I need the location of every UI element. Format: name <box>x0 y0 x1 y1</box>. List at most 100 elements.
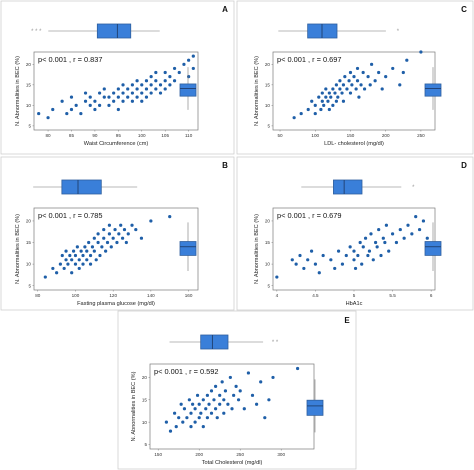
scatter-point <box>391 66 395 71</box>
x-tick-label: 200 <box>195 452 203 457</box>
y-tick-label: 5 <box>144 442 147 447</box>
scatter-point <box>139 236 144 240</box>
scatter-point <box>205 416 209 420</box>
y-tick-label: 10 <box>265 103 271 108</box>
plot-area <box>149 363 315 450</box>
scatter-point <box>58 262 62 266</box>
scatter-point <box>218 393 222 397</box>
scatter-point <box>154 79 158 83</box>
scatter-point <box>394 240 399 245</box>
scatter-point <box>331 103 335 107</box>
scatter-point <box>96 240 100 245</box>
scatter-point <box>66 262 70 266</box>
x-tick-label: 250 <box>236 452 244 457</box>
top-boxplot-box <box>333 179 363 195</box>
x-axis-label: Waist Circumference (cm) <box>84 141 149 147</box>
side-boxplot-box <box>179 241 197 256</box>
scatter-point <box>421 219 426 223</box>
scatter-point <box>154 70 158 75</box>
scatter-point <box>187 58 191 62</box>
scatter-point <box>377 70 381 75</box>
scatter-point <box>62 266 66 271</box>
y-axis-label: N. Abnormalities in BEC (%) <box>15 56 21 126</box>
scatter-point <box>104 249 108 253</box>
scatter-point <box>343 75 347 79</box>
scatter-point <box>189 425 193 429</box>
scatter-point <box>135 87 139 91</box>
scatter-point <box>302 266 306 271</box>
scatter-point <box>226 402 230 406</box>
scatter-point <box>158 91 163 95</box>
scatter-point <box>191 402 195 406</box>
scatter-point <box>113 227 117 232</box>
scatter-point <box>384 75 388 79</box>
scatter-point <box>64 258 68 262</box>
y-tick-label: 15 <box>26 82 32 87</box>
top-boxplot-box <box>96 23 132 39</box>
scatter-point <box>350 83 354 87</box>
scatter-point <box>201 425 205 429</box>
scatter-point <box>126 87 130 91</box>
scatter-point <box>189 411 193 415</box>
panel-letter: A <box>222 5 228 14</box>
y-tick-label: 5 <box>28 283 31 288</box>
scatter-point <box>112 99 116 103</box>
scatter-point <box>317 271 321 275</box>
scatter-point <box>105 240 110 245</box>
scatter-point <box>338 87 342 91</box>
scatter-point <box>352 258 356 262</box>
scatter-point <box>259 380 263 384</box>
scatter-point <box>51 266 55 271</box>
scatter-point <box>242 407 246 411</box>
scatter-point <box>329 95 333 99</box>
scatter-point <box>357 95 361 99</box>
scatter-point <box>358 240 362 245</box>
plot-area <box>272 51 436 131</box>
scatter-point <box>102 87 106 91</box>
y-tick-label: 15 <box>265 240 271 245</box>
scatter-point <box>236 398 241 402</box>
scatter-point <box>79 249 83 253</box>
x-axis-label: LDL- cholesterol (mg/dl) <box>324 141 384 147</box>
scatter-point <box>77 258 81 262</box>
panel-letter: E <box>344 316 350 325</box>
scatter-point <box>168 83 172 87</box>
scatter-point <box>306 258 310 262</box>
scatter-point <box>88 103 92 107</box>
y-tick-label: 5 <box>28 123 31 128</box>
scatter-point <box>154 87 158 91</box>
scatter-point <box>140 91 144 95</box>
scatter-point <box>320 99 324 103</box>
scatter-point <box>355 66 360 71</box>
scatter-point <box>341 83 346 87</box>
scatter-point <box>222 398 226 402</box>
scatter-point <box>74 103 78 107</box>
scatter-point <box>333 266 337 271</box>
scatter-point <box>182 62 186 66</box>
y-axis-label: N. Abnormalities in BEC (%) <box>254 214 260 284</box>
x-tick-label: 160 <box>185 293 193 298</box>
scatter-point <box>197 416 201 420</box>
scatter-point <box>340 262 345 266</box>
stats-annotation: p< 0.001 , r = 0.837 <box>38 55 103 64</box>
scatter-point <box>116 107 120 112</box>
scatter-point <box>112 91 116 95</box>
scatter-point <box>92 236 96 240</box>
panel-c: C 50 100 150 200 250 5 10 15 20 LDL- cholesterol (… <box>236 0 474 155</box>
scatter-point <box>204 407 208 411</box>
x-axis-label: Fasting plasma glucose (mg/dl) <box>77 301 155 307</box>
stats-annotation: p< 0.001 , r = 0.592 <box>154 367 219 376</box>
x-tick-label: 200 <box>382 133 390 138</box>
scatter-point <box>98 91 102 95</box>
scatter-point <box>246 371 250 375</box>
scatter-point <box>366 253 370 258</box>
top-boxplot-outliers: * * * <box>31 29 42 35</box>
scatter-point <box>85 249 89 253</box>
x-tick-label: 100 <box>311 133 319 138</box>
scatter-point <box>77 266 81 271</box>
x-tick-label: 95 <box>116 133 122 138</box>
scatter-point <box>355 79 360 83</box>
y-tick-label: 15 <box>26 240 32 245</box>
scatter-point <box>205 393 209 397</box>
y-tick-label: 10 <box>26 262 32 267</box>
